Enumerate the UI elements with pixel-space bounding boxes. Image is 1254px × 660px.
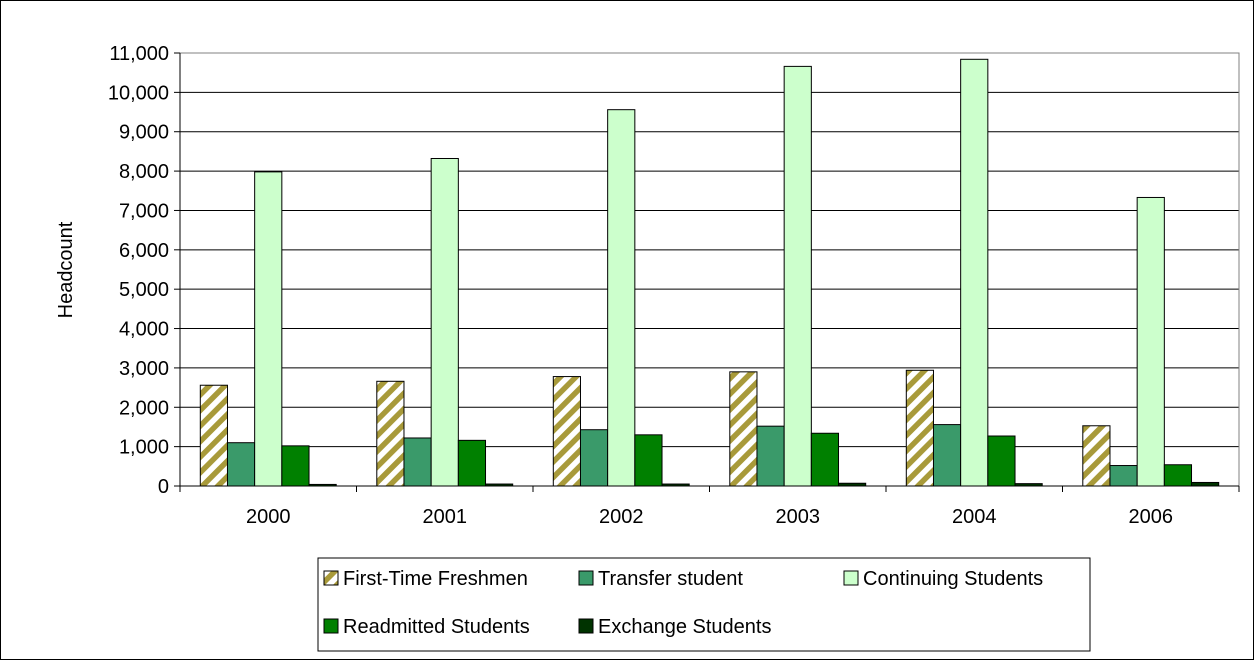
bar-exchange-students <box>1191 481 1220 487</box>
legend: First-Time Freshmen Transfer student Conti… <box>317 557 1091 652</box>
bar-continuing-students <box>960 58 989 487</box>
x-tick-label: 2003 <box>776 506 821 528</box>
legend-box <box>317 557 1091 652</box>
axes <box>179 52 1240 487</box>
x-tick-label: 2006 <box>1129 506 1174 528</box>
bar-readmitted-students <box>810 432 840 487</box>
bars <box>199 58 1220 487</box>
bar-transfer-student <box>756 425 785 487</box>
bar-readmitted-students <box>634 434 663 487</box>
y-tick-label: 7,000 <box>119 200 169 222</box>
bar-continuing-students <box>607 109 636 487</box>
bar-transfer-student <box>1109 465 1138 487</box>
x-tick-label: 2004 <box>952 506 997 528</box>
bar-first-time-freshmen <box>376 380 405 487</box>
bar-continuing-students <box>254 171 283 487</box>
y-axis-title: Headcount <box>55 221 77 318</box>
legend-swatch-first-time-freshmen <box>323 570 339 586</box>
y-tick-label: 11,000 <box>109 43 169 65</box>
bar-continuing-students <box>430 157 459 487</box>
legend-label-readmitted-students: Readmitted Students <box>343 616 530 638</box>
y-tick-label: 0 <box>158 476 169 498</box>
legend-label-first-time-freshmen: First-Time Freshmen <box>343 568 528 590</box>
bar-transfer-student <box>932 424 962 487</box>
x-tick-label: 2002 <box>599 506 644 528</box>
x-tick-label: 2001 <box>423 506 468 528</box>
bar-continuing-students <box>783 65 812 487</box>
y-tick-label: 4,000 <box>119 319 169 341</box>
bar-readmitted-students <box>281 445 310 487</box>
y-tick-label: 6,000 <box>119 240 169 262</box>
bar-transfer-student <box>226 442 256 487</box>
x-tick-label: 2000 <box>246 506 291 528</box>
y-tick-label: 8,000 <box>119 161 169 183</box>
bar-transfer-student <box>403 437 432 487</box>
x-tick-labels: 2000 2001 2002 2003 2004 2006 <box>179 486 1240 528</box>
legend-label-transfer-student: Transfer student <box>598 568 743 590</box>
y-tick-label: 3,000 <box>119 358 169 380</box>
y-tick-label: 1,000 <box>119 437 169 459</box>
bar-first-time-freshmen <box>729 371 758 487</box>
bar-transfer-student <box>579 429 609 487</box>
bar-first-time-freshmen <box>905 369 934 487</box>
y-tick-label: 2,000 <box>119 397 169 419</box>
legend-label-exchange-students: Exchange Students <box>598 616 771 638</box>
bar-readmitted-students <box>1163 464 1193 487</box>
legend-swatch-transfer-student <box>578 570 594 586</box>
legend-swatch-readmitted-students <box>323 618 339 634</box>
plot-area-border <box>179 52 1240 487</box>
legend-label-continuing-students: Continuing Students <box>863 568 1043 590</box>
bar-readmitted-students <box>987 435 1016 487</box>
legend-swatch-exchange-students <box>578 618 594 634</box>
legend-swatch-continuing-students <box>843 570 859 586</box>
bar-continuing-students <box>1136 196 1165 487</box>
y-tick-label: 5,000 <box>119 279 169 301</box>
y-tick-label: 10,000 <box>108 82 169 104</box>
y-tick-label: 9,000 <box>119 122 169 144</box>
gridlines <box>180 52 1239 448</box>
bar-first-time-freshmen <box>552 376 581 487</box>
bar-first-time-freshmen <box>199 384 228 487</box>
bar-first-time-freshmen <box>1082 425 1111 487</box>
bar-readmitted-students <box>457 439 487 487</box>
y-tick-labels: 0 1,000 2,000 3,000 4,000 5,000 6,000 7,000 8,00… <box>108 43 180 498</box>
